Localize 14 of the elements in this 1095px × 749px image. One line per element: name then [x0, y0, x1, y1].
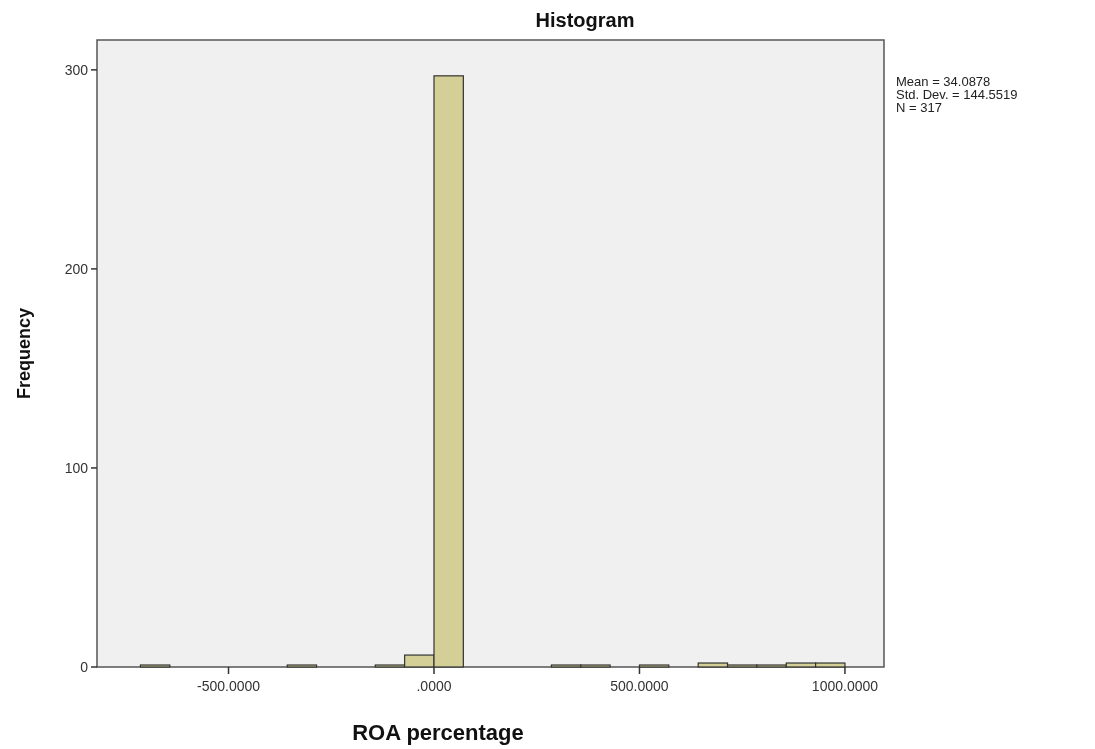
y-axis-title: Frequency	[14, 307, 34, 400]
x-tick-label: 1000.0000	[811, 678, 879, 694]
y-tick-label: 0	[80, 658, 89, 675]
chart-title: Histogram	[535, 9, 635, 31]
x-tick-label: .0000	[416, 678, 452, 694]
y-tick-label: 200	[64, 260, 89, 277]
x-tick-label: 500.0000	[610, 678, 669, 694]
text: Mean = 34.0878	[896, 74, 991, 89]
text: Std. Dev. = 144.5519	[896, 87, 1018, 102]
y-tick-label: 100	[64, 459, 89, 476]
text: N = 317	[896, 100, 942, 115]
x-axis-title: ROA percentage	[352, 720, 524, 745]
x-tick-label: -500.0000	[196, 678, 261, 694]
y-tick-label: 300	[64, 61, 89, 78]
